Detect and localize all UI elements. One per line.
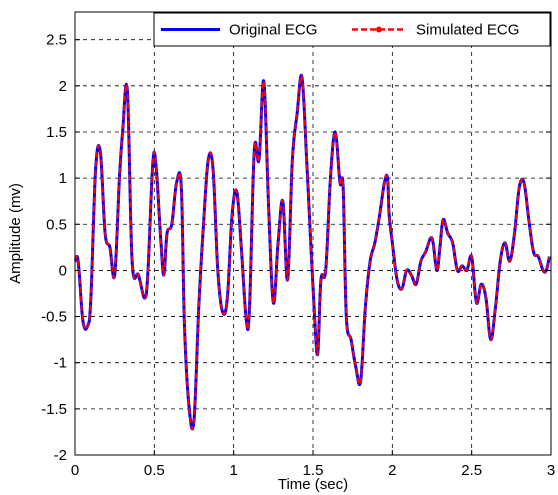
y-tick-label: 0: [59, 262, 67, 279]
x-tick-label: 0.5: [144, 462, 165, 479]
legend-label-original: Original ECG: [229, 22, 317, 39]
y-tick-label: 2.5: [46, 32, 67, 49]
legend-marker-simulated: [376, 26, 382, 33]
y-tick-label: 1.5: [46, 124, 67, 141]
legend: Original ECG Simulated ECG: [153, 12, 551, 47]
y-tick-label: -1.5: [41, 401, 67, 418]
y-tick-labels: -2 -1.5 -1 -0.5 0 0.5 1 1.5 2 2.5: [41, 32, 551, 464]
x-tick-label: 3: [547, 462, 555, 479]
legend-label-simulated: Simulated ECG: [416, 22, 519, 39]
x-tick-label: 2.5: [461, 462, 482, 479]
y-tick-label: 2: [59, 78, 67, 95]
y-tick-label: -1: [54, 355, 67, 372]
y-axis-label: Amplitude (mv): [7, 183, 24, 284]
x-axis-label: Time (sec): [278, 476, 348, 493]
x-tick-label: 0: [71, 462, 79, 479]
x-tick-label: 2: [388, 462, 396, 479]
series-simulated-ecg-line: [74, 74, 551, 430]
grid: [75, 12, 551, 455]
x-tick-label: 1.5: [303, 462, 324, 479]
y-tick-label: 0.5: [46, 216, 67, 233]
x-tick-label: 1: [229, 462, 237, 479]
y-tick-label: -2: [54, 447, 67, 464]
y-tick-label: -0.5: [41, 309, 67, 326]
y-tick-label: 1: [59, 170, 67, 187]
